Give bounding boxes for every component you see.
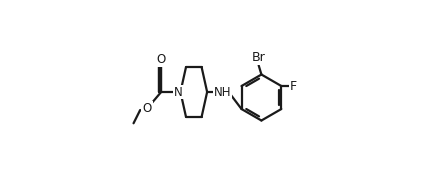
Text: N: N	[174, 86, 183, 98]
Text: NH: NH	[214, 86, 232, 98]
Text: O: O	[142, 102, 151, 115]
Text: Br: Br	[252, 52, 266, 64]
Text: F: F	[290, 79, 297, 93]
Text: O: O	[157, 53, 166, 66]
